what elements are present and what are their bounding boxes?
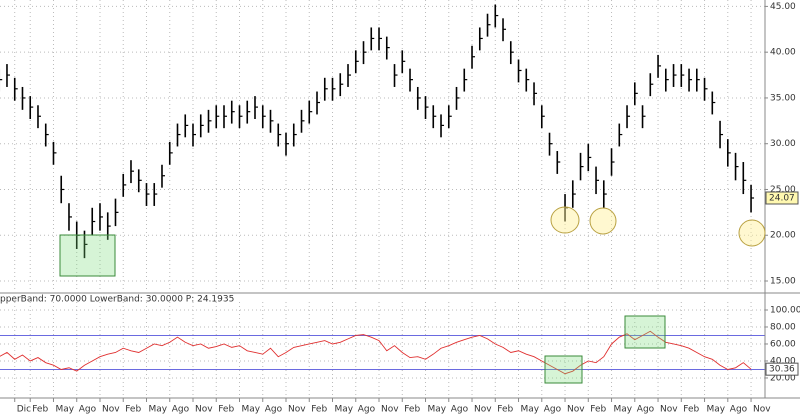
y-tick-label: 35.00 xyxy=(770,93,796,103)
x-tick-label: Ago xyxy=(358,405,376,415)
x-tick-label: Nov xyxy=(567,405,585,415)
x-tick-label: Ago xyxy=(544,405,562,415)
x-tick-label: May xyxy=(148,405,167,415)
y-tick-label: 20.00 xyxy=(770,373,796,383)
highlight-box xyxy=(59,234,116,277)
y-tick-label: 15.00 xyxy=(770,277,796,287)
labels: 15.00 20.00 25.00 30.00 35.00 40.00 45.00 24.07… xyxy=(14,2,800,415)
x-tick-label: Feb xyxy=(404,405,420,415)
x-tick-label: Ago xyxy=(265,405,283,415)
x-tick-label: Feb xyxy=(683,405,699,415)
highlight-box xyxy=(544,355,583,384)
y-tick-label: 100.00 xyxy=(770,305,800,315)
last-value-label: 30.36 xyxy=(769,365,795,375)
x-tick-label: Nov xyxy=(288,405,306,415)
x-tick-label: Nov xyxy=(660,405,678,415)
x-tick-label: Feb xyxy=(218,405,234,415)
x-tick-label: May xyxy=(335,405,354,415)
x-tick-label: May xyxy=(55,405,74,415)
x-tick-label: Feb xyxy=(497,405,513,415)
highlight-box xyxy=(624,315,666,349)
x-tick-label: Ago xyxy=(730,405,748,415)
y-tick-label: 40.00 xyxy=(770,48,796,58)
x-tick-label: Nov xyxy=(102,405,120,415)
x-tick-label: Ago xyxy=(451,405,469,415)
x-tick-label: Feb xyxy=(32,405,48,415)
x-tick-label: Feb xyxy=(590,405,606,415)
indicator-header: pperBand: 70.0000 LowerBand: 30.0000 P: … xyxy=(0,295,234,305)
y-tick-label: 25.00 xyxy=(770,185,796,195)
last-price-label: 24.07 xyxy=(769,193,795,203)
x-tick-label: Ago xyxy=(637,405,655,415)
y-tick-label: 30.00 xyxy=(770,139,796,149)
plot xyxy=(0,4,765,375)
x-tick-label: May xyxy=(707,405,726,415)
x-tick-label: Ago xyxy=(172,405,190,415)
x-tick-label: Feb xyxy=(311,405,327,415)
x-tick-label: Feb xyxy=(125,405,141,415)
last-price-box xyxy=(765,191,799,205)
x-tick-label: Ago xyxy=(79,405,97,415)
x-tick-label: Nov xyxy=(753,405,771,415)
y-tick-label: 60.00 xyxy=(770,339,796,349)
highlight-circle xyxy=(738,219,766,247)
x-tick-label: Dic xyxy=(17,405,31,415)
x-tick-label: May xyxy=(521,405,540,415)
indicator-line xyxy=(0,330,752,375)
highlight-circle xyxy=(550,206,580,234)
last-value-box xyxy=(765,362,799,376)
x-tick-label: Nov xyxy=(381,405,399,415)
x-tick-label: Nov xyxy=(195,405,213,415)
x-tick-label: May xyxy=(428,405,447,415)
highlight-circle xyxy=(589,207,617,235)
y-tick-label: 20.00 xyxy=(770,231,796,241)
x-tick-label: May xyxy=(614,405,633,415)
y-tick-label: 40.00 xyxy=(770,356,796,366)
x-tick-label: Nov xyxy=(474,405,492,415)
y-tick-label: 45.00 xyxy=(770,2,796,12)
x-tick-label: May xyxy=(241,405,260,415)
y-tick-label: 80.00 xyxy=(770,322,796,332)
